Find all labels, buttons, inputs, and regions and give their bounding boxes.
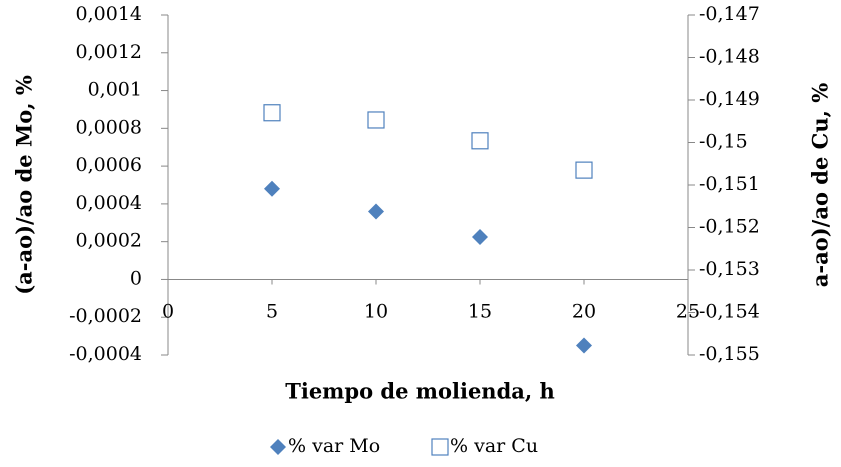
y-tick-label: 0,0002 <box>76 230 142 252</box>
x-tick-label: 15 <box>468 300 492 322</box>
point <box>264 180 280 197</box>
y-tick-label: 0,0006 <box>76 154 142 176</box>
y2-tick-label: -0,147 <box>699 3 760 25</box>
legend-label: % var Mo <box>288 435 380 457</box>
point <box>471 132 489 150</box>
point <box>576 337 592 354</box>
y-tick-label: 0,0004 <box>76 192 142 214</box>
y-tick-label: 0,0014 <box>76 3 142 25</box>
y-tick-label: 0,001 <box>88 79 142 101</box>
legend-label: % var Cu <box>450 435 538 457</box>
x-axis-title: Tiempo de molienda, h <box>285 379 555 404</box>
y2-tick-label: -0,15 <box>699 131 748 153</box>
legend-marker <box>270 439 286 455</box>
point <box>367 111 385 129</box>
x-tick-label: 20 <box>572 300 596 322</box>
y2-tick-label: -0,152 <box>699 216 760 238</box>
y-axis-title: (a-ao)/ao de Mo, % <box>12 75 37 295</box>
point <box>263 104 281 122</box>
y-tick-label: 0 <box>130 267 142 289</box>
y2-tick-label: -0,148 <box>699 46 760 68</box>
y-tick-label: -0,0004 <box>69 343 142 365</box>
point <box>472 228 488 245</box>
point <box>575 161 593 179</box>
y2-tick-label: -0,151 <box>699 173 760 195</box>
x-tick-label: 0 <box>162 300 174 322</box>
point <box>368 203 384 220</box>
x-tick-label: 5 <box>266 300 278 322</box>
y2-tick-label: -0,149 <box>699 88 760 110</box>
x-tick-label: 10 <box>364 300 388 322</box>
y-tick-label: -0,0002 <box>69 305 142 327</box>
y2-tick-label: -0,153 <box>699 258 760 280</box>
y-tick-label: 0,0012 <box>76 41 142 63</box>
y-tick-label: 0,0008 <box>76 116 142 138</box>
y2-tick-label: -0,154 <box>699 301 760 323</box>
x-tick-label: 25 <box>676 300 700 322</box>
y2-axis-title: a-ao)/ao de Cu, % <box>808 83 833 287</box>
y2-tick-label: -0,155 <box>699 343 760 365</box>
legend-marker <box>431 438 449 456</box>
